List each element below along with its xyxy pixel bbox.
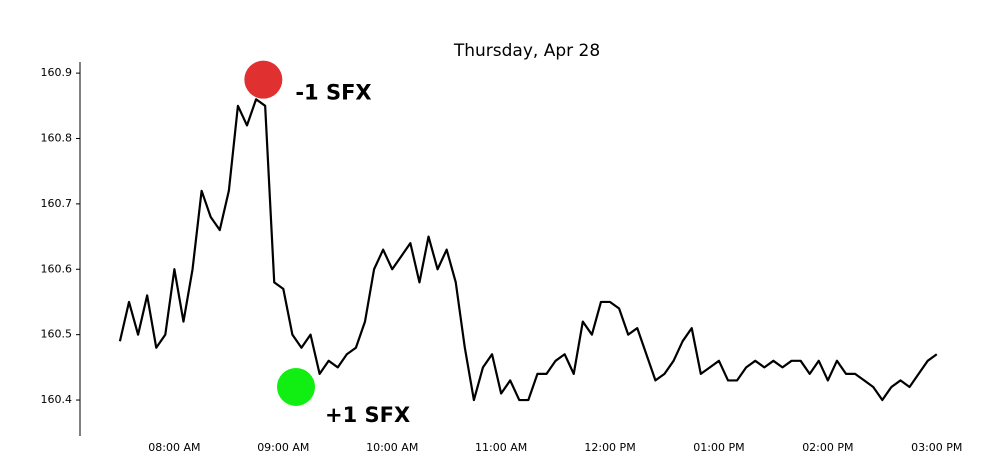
x-tick-label: 10:00 AM: [366, 441, 418, 454]
y-tick-label: 160.8: [41, 132, 73, 145]
x-tick-label: 12:00 PM: [584, 441, 635, 454]
trade-label: +1 SFX: [325, 403, 410, 427]
price-line: [118, 98, 938, 402]
y-tick-label: 160.4: [41, 393, 73, 406]
trade-marker: [244, 60, 283, 99]
y-tick-label: 160.5: [41, 328, 73, 341]
x-tick-label: 11:00 AM: [475, 441, 527, 454]
trade-label: -1 SFX: [295, 81, 371, 105]
x-tick-label: 03:00 PM: [911, 441, 962, 454]
y-tick-label: 160.7: [41, 197, 73, 210]
trade-marker: [277, 367, 316, 406]
x-tick-label: 02:00 PM: [802, 441, 853, 454]
x-tick-label: 01:00 PM: [693, 441, 744, 454]
chart-title: Thursday, Apr 28: [453, 41, 600, 61]
x-tick-label: 08:00 AM: [148, 441, 200, 454]
y-tick-label: 160.9: [41, 66, 73, 79]
x-tick-label: 09:00 AM: [257, 441, 309, 454]
y-tick-label: 160.6: [41, 262, 73, 275]
